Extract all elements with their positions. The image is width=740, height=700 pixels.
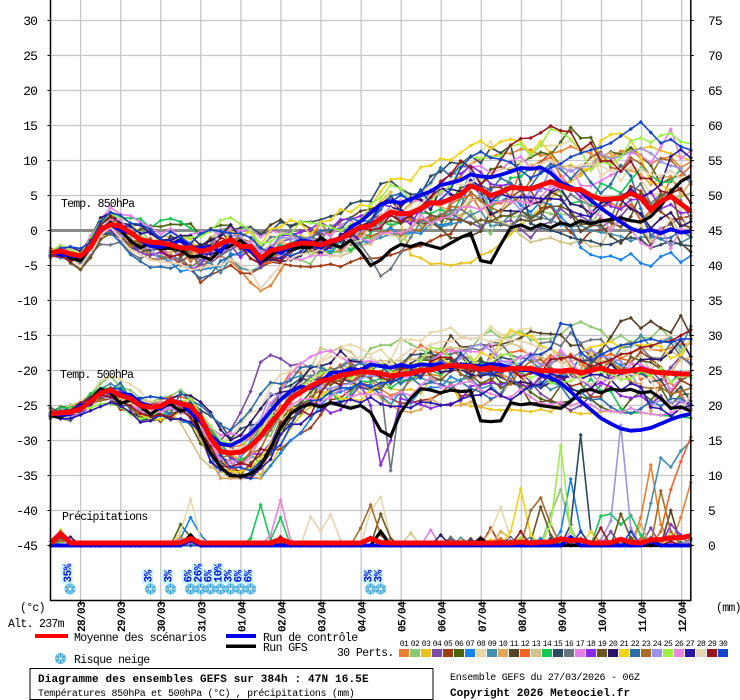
svg-text:06: 06 [455,640,464,649]
svg-text:03/04: 03/04 [318,601,330,632]
svg-text:26: 26 [675,640,684,649]
svg-text:11/04: 11/04 [638,601,650,632]
svg-text:21: 21 [620,640,629,649]
svg-text:35%: 35% [63,563,75,582]
svg-text:30/03: 30/03 [157,601,169,632]
svg-text:23: 23 [642,640,651,649]
svg-text:16: 16 [565,640,574,649]
svg-text:28: 28 [697,640,706,649]
svg-text:3%: 3% [164,569,176,582]
svg-text:09/04: 09/04 [558,601,570,632]
svg-text:25: 25 [23,49,37,64]
svg-text:Précipitations: Précipitations [62,511,147,524]
svg-text:Copyright 2026 Meteociel.fr: Copyright 2026 Meteociel.fr [450,688,630,700]
svg-text:35: 35 [708,294,722,309]
svg-text:-10: -10 [16,294,37,309]
svg-text:Moyenne des scénarios: Moyenne des scénarios [74,632,206,645]
svg-text:04: 04 [433,640,442,649]
svg-text:-45: -45 [16,539,37,554]
svg-text:05/04: 05/04 [398,601,410,632]
svg-text:31/03: 31/03 [197,601,209,632]
svg-text:55: 55 [708,154,722,169]
svg-text:22: 22 [631,640,640,649]
svg-text:3%: 3% [374,569,386,582]
svg-text:12: 12 [521,640,530,649]
svg-text:29/03: 29/03 [117,601,129,632]
svg-text:30: 30 [23,14,37,29]
svg-text:01: 01 [400,640,409,649]
svg-text:11: 11 [510,640,519,649]
svg-text:28/03: 28/03 [77,601,89,632]
svg-text:50: 50 [708,189,722,204]
svg-text:-5: -5 [23,259,37,274]
svg-text:0: 0 [30,224,37,239]
svg-text:07/04: 07/04 [478,601,490,632]
svg-text:12/04: 12/04 [678,601,690,632]
svg-text:19: 19 [598,640,607,649]
svg-text:-30: -30 [16,434,37,449]
svg-text:20: 20 [708,399,722,414]
svg-text:0: 0 [708,539,715,554]
svg-text:Run GFS: Run GFS [263,642,308,655]
svg-text:-25: -25 [16,399,37,414]
svg-text:18: 18 [587,640,596,649]
svg-text:-15: -15 [16,329,37,344]
svg-text:(mm): (mm) [716,602,740,615]
svg-text:Températures 850hPa et 500hPa: Températures 850hPa et 500hPa (°C) , pré… [38,688,354,700]
svg-text:40: 40 [708,259,722,274]
svg-text:6%: 6% [244,569,256,582]
svg-text:04/04: 04/04 [358,601,370,632]
svg-text:14: 14 [543,640,552,649]
svg-text:60: 60 [708,119,722,134]
svg-text:3%: 3% [144,569,156,582]
svg-text:25: 25 [708,364,722,379]
svg-text:65: 65 [708,84,722,99]
svg-text:25: 25 [664,640,673,649]
svg-text:5: 5 [708,504,715,519]
svg-text:Alt. 237m: Alt. 237m [8,618,65,631]
svg-text:08: 08 [477,640,486,649]
svg-text:02/04: 02/04 [277,601,289,632]
svg-text:05: 05 [444,640,453,649]
svg-text:(°c): (°c) [20,602,45,615]
svg-text:30: 30 [708,329,722,344]
svg-text:Ensemble GEFS du 27/03/2026 -: Ensemble GEFS du 27/03/2026 - 06Z [450,672,640,684]
svg-text:09: 09 [488,640,497,649]
svg-text:5: 5 [30,189,37,204]
svg-text:Run de contrôle: Run de contrôle [263,632,358,645]
svg-text:02: 02 [411,640,420,649]
svg-text:Temp. 850hPa: Temp. 850hPa [61,198,135,211]
svg-text:20: 20 [609,640,618,649]
svg-text:08/04: 08/04 [518,601,530,632]
svg-text:15: 15 [23,119,37,134]
svg-text:Diagramme des ensembles GEFS s: Diagramme des ensembles GEFS sur 384h : … [38,674,369,686]
svg-text:75: 75 [708,14,722,29]
svg-text:15: 15 [708,434,722,449]
svg-text:13: 13 [532,640,541,649]
svg-text:-40: -40 [16,504,37,519]
svg-text:10: 10 [708,469,722,484]
svg-text:70: 70 [708,49,722,64]
svg-text:30 Perts.: 30 Perts. [337,647,394,660]
svg-text:10: 10 [499,640,508,649]
svg-text:07: 07 [466,640,475,649]
svg-text:29: 29 [708,640,717,649]
svg-text:24: 24 [653,640,662,649]
svg-text:15: 15 [554,640,563,649]
svg-text:06/04: 06/04 [438,601,450,632]
svg-text:10: 10 [23,154,37,169]
svg-text:03: 03 [422,640,431,649]
svg-text:45: 45 [708,224,722,239]
svg-text:Temp. 500hPa: Temp. 500hPa [60,369,134,382]
svg-text:Risque neige: Risque neige [74,654,150,667]
svg-text:-35: -35 [16,469,37,484]
svg-text:10/04: 10/04 [598,601,610,632]
svg-text:01/04: 01/04 [237,601,249,632]
svg-text:-20: -20 [16,364,37,379]
svg-text:27: 27 [686,640,695,649]
svg-text:20: 20 [23,84,37,99]
svg-text:17: 17 [576,640,585,649]
svg-text:30: 30 [719,640,728,649]
